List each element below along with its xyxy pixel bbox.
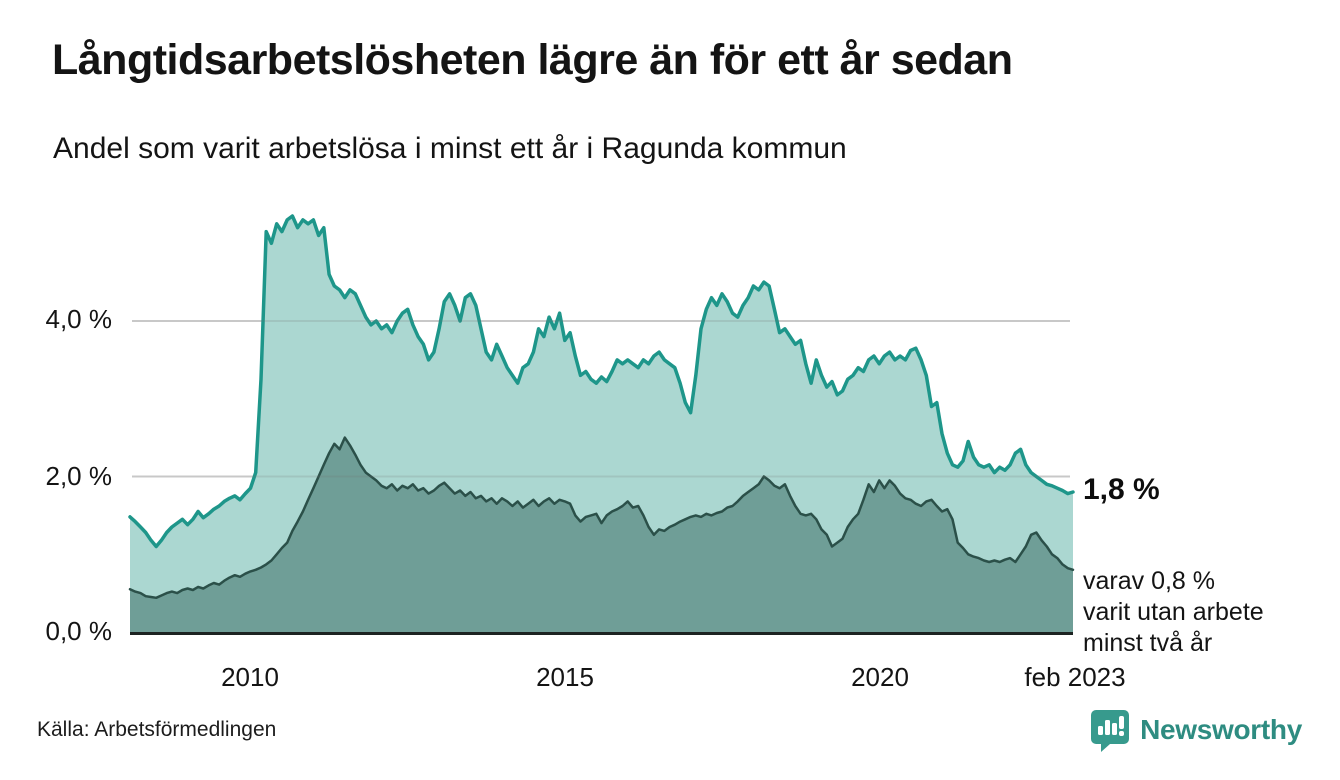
newsworthy-icon	[1091, 710, 1130, 752]
y-axis-tick-0: 0,0 %	[45, 616, 113, 646]
x-axis-tick-2010: 2010	[221, 662, 279, 692]
page-title: Långtidsarbetslösheten lägre än för ett …	[52, 36, 1013, 84]
x-axis-tick-feb-2023: feb 2023	[1024, 662, 1126, 692]
brand-logo: Newsworthy	[1089, 708, 1302, 752]
annotation-line-3: minst två år	[1083, 629, 1213, 657]
x-axis-tick-2020: 2020	[851, 662, 909, 692]
y-axis-tick-4: 4,0 %	[45, 304, 113, 334]
y-axis-tick-2: 2,0 %	[45, 461, 113, 491]
annotation-line-2: varit utan arbete	[1083, 598, 1264, 626]
page-subtitle: Andel som varit arbetslösa i minst ett å…	[53, 132, 847, 165]
brand-name: Newsworthy	[1140, 714, 1302, 745]
annotation-line-1: varav 0,8 %	[1083, 567, 1216, 595]
latest-value-label: 1,8 %	[1083, 473, 1160, 506]
x-axis-tick-2015: 2015	[536, 662, 594, 692]
source-credit: Källa: Arbetsförmedlingen	[37, 718, 277, 741]
two-year-annotation: varav 0,8 % varit utan arbete minst två …	[1083, 566, 1264, 659]
